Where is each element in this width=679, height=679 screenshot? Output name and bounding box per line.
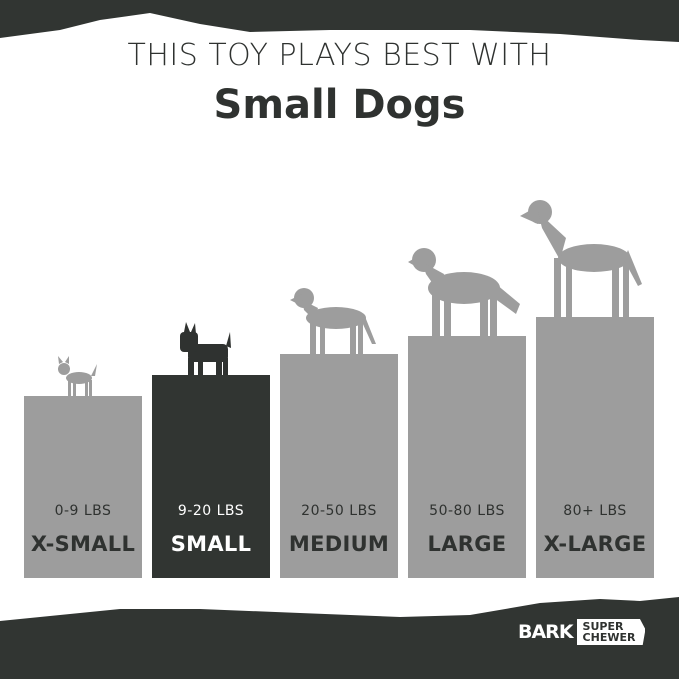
size-bar-medium: 20-50 LBS MEDIUM [280, 354, 398, 578]
size-label: MEDIUM [288, 532, 390, 556]
size-weight: 9-20 LBS [177, 503, 245, 519]
size-weight: 50-80 LBS [429, 503, 505, 519]
logo-tag: SUPER CHEWER [576, 619, 646, 645]
size-label: LARGE [427, 532, 507, 556]
size-label: SMALL [170, 532, 252, 556]
chihuahua-icon [58, 356, 97, 396]
size-weight: 20-50 LBS [301, 503, 377, 519]
size-weight: 80+ LBS [563, 503, 627, 519]
golden-retriever-icon [408, 248, 520, 336]
size-bar-x-small: 0-9 LBS X-SMALL [24, 396, 142, 578]
header-title: Small Dogs [213, 82, 466, 128]
size-bar-large: 50-80 LBS LARGE [408, 336, 526, 578]
great-dane-icon [520, 200, 642, 318]
torn-paper-top [0, 0, 679, 42]
logo-tag-line2: CHEWER [582, 631, 636, 644]
size-weight: 0-9 LBS [54, 503, 112, 519]
size-label: X-SMALL [30, 532, 136, 556]
torn-paper-bottom [0, 597, 679, 679]
labrador-icon [290, 288, 376, 354]
header-line1: THIS TOY PLAYS BEST WITH [127, 38, 552, 73]
size-bar-small: 9-20 LBS SMALL [152, 375, 270, 578]
scottie-dog-icon [180, 322, 231, 375]
size-bar-x-large: 80+ LBS X-LARGE [536, 317, 654, 578]
size-label: X-LARGE [543, 532, 647, 556]
bark-super-chewer-logo: BARK SUPER CHEWER [518, 619, 646, 645]
logo-tag-line1: SUPER [582, 620, 624, 633]
logo-brand: BARK [518, 621, 574, 643]
